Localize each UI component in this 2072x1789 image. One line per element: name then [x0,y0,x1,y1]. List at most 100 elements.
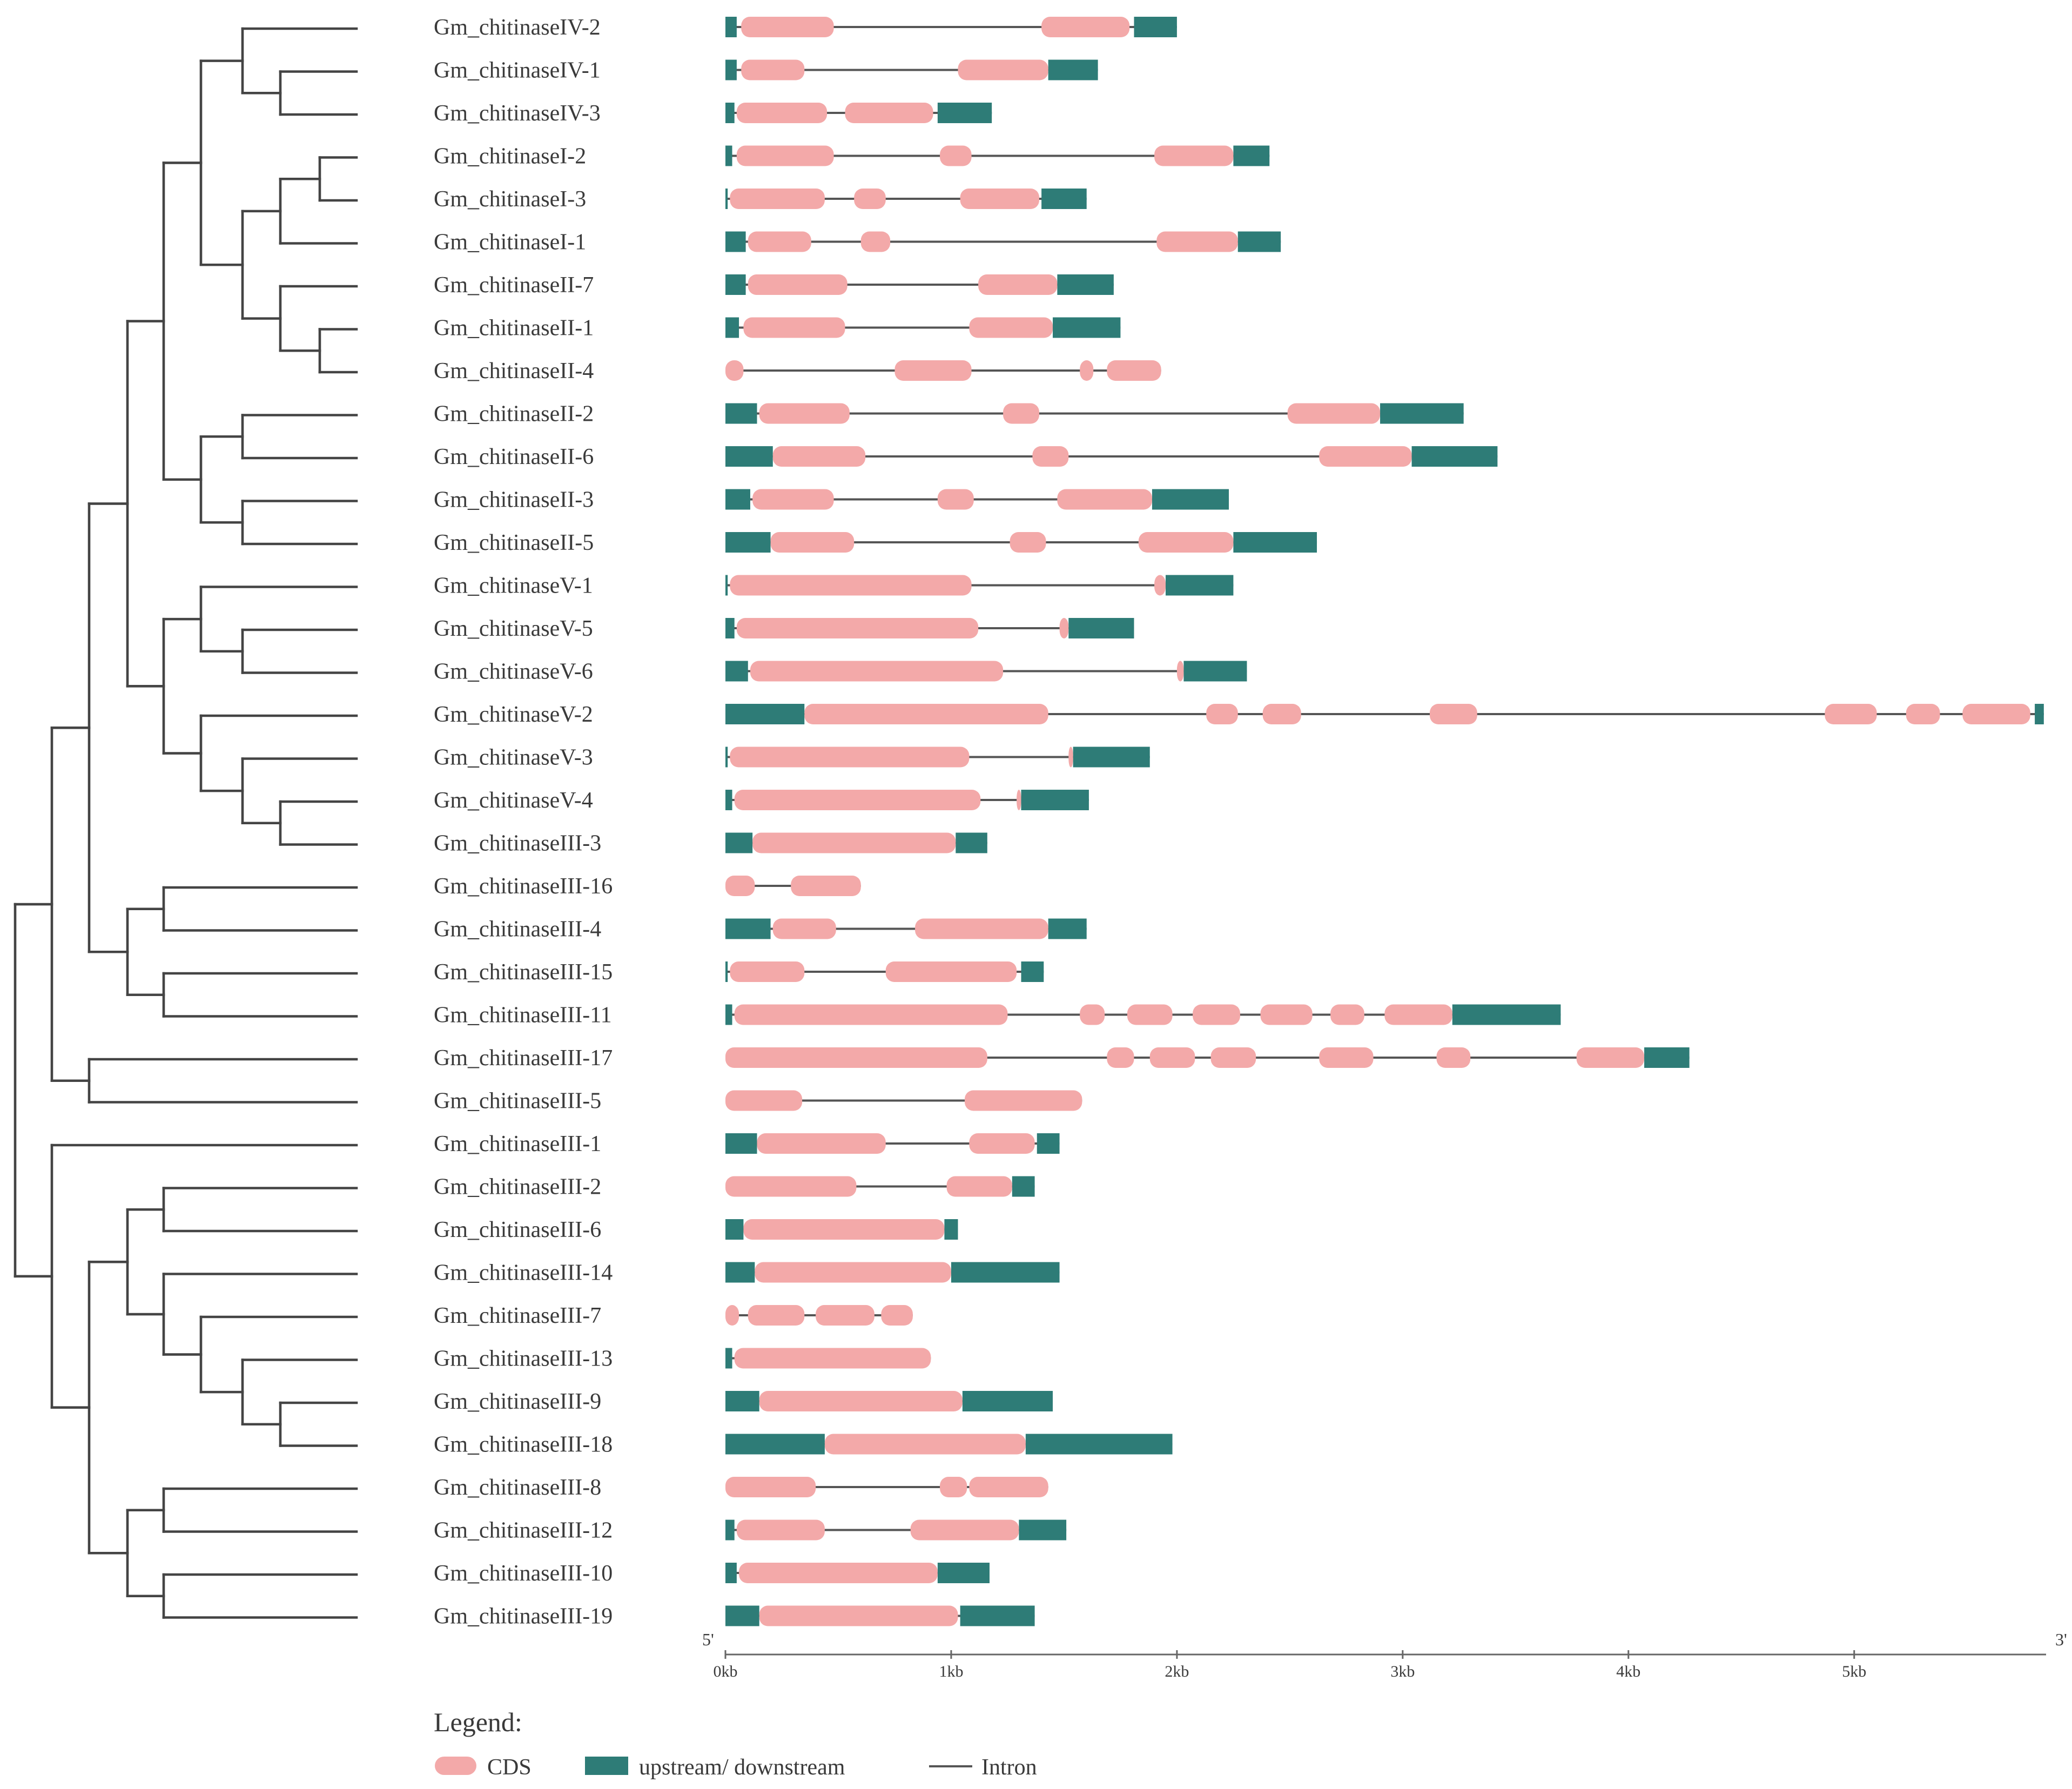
gene-label: Gm_chitinaseII-6 [434,445,594,469]
utr-block [725,1519,735,1541]
cds-block [770,532,855,553]
axis-3prime-label: 3' [2055,1630,2067,1649]
legend-utr-swatch [585,1757,628,1775]
gene-structure-row [725,790,1089,810]
cds-block [752,489,834,510]
cds-block [759,1391,963,1411]
cds-block [1057,489,1152,510]
gene-structure-row [725,317,1121,338]
cds-block [755,1262,951,1283]
legend-cds-label: CDS [487,1755,532,1780]
cds-block [816,1305,874,1326]
cds-block [915,918,1048,939]
gene-label: Gm_chitinaseII-7 [434,273,594,298]
utr-block [725,1391,759,1411]
utr-block [725,575,728,596]
cds-block [1017,790,1021,810]
cds-block [1010,532,1046,553]
cds-block [1156,231,1238,252]
cds-block [748,1305,805,1326]
cds-block [937,489,974,510]
gene-label: Gm_chitinaseIII-6 [434,1218,601,1242]
cds-block [969,1477,1048,1497]
gene-label: Gm_chitinaseI-2 [434,144,586,169]
cds-block [725,1305,739,1326]
cds-block [940,145,972,166]
cds-block [958,59,1048,80]
gene-label: Gm_chitinaseIII-19 [434,1604,613,1629]
gene-structure-row [725,59,1098,80]
gene-label: Gm_chitinaseIII-17 [434,1046,613,1071]
cds-block [1127,1004,1173,1025]
utr-block [725,231,746,252]
gene-structure-row [725,1176,1035,1197]
cds-block [748,274,847,295]
cds-block [1149,1047,1195,1068]
cds-block [791,876,861,896]
cds-block [1384,1004,1452,1025]
cds-block [804,704,1048,724]
utr-block [725,1605,759,1626]
gene-structure-row [725,231,1281,252]
utr-block [1048,59,1098,80]
axis-tick-label: 1kb [939,1663,963,1680]
utr-block [1380,403,1464,424]
utr-block [725,145,732,166]
utr-block [1134,17,1177,37]
gene-structure-row [725,17,1177,37]
gene-label: Gm_chitinaseV-5 [434,616,593,641]
legend-utr-label: upstream/ downstream [639,1755,845,1780]
utr-block [1048,918,1087,939]
gene-structure-row [725,1605,1035,1626]
utr-block [725,532,771,553]
cds-block [1436,1047,1471,1068]
utr-block [725,274,746,295]
utr-block [725,618,735,638]
cds-block [969,1133,1035,1154]
gene-label: Gm_chitinaseIII-9 [434,1389,601,1414]
cds-block [1319,1047,1374,1068]
gene-structure-row [725,1047,1690,1068]
utr-block [956,832,987,853]
gene-structure-row [725,661,1247,682]
cds-block [1193,1004,1240,1025]
cds-block [1906,704,1940,724]
cds-block [725,1176,857,1197]
gene-label: Gm_chitinaseV-4 [434,788,593,813]
cds-block [1319,446,1412,467]
utr-block [725,189,728,209]
gene-structure-row [725,618,1134,638]
utr-block [1068,618,1134,638]
gene-structure-row [725,746,1150,768]
axis-tick-label: 0kb [714,1663,738,1680]
cds-block [725,1477,816,1497]
utr-block [1057,274,1114,295]
utr-block [1237,231,1281,252]
gene-label: Gm_chitinaseIII-13 [434,1347,613,1371]
gene-structure-row [725,103,992,123]
cds-block [736,145,834,166]
cds-block [725,360,744,381]
cds-block [854,189,886,209]
axis-tick-label: 4kb [1616,1663,1640,1680]
cds-block [750,661,1004,682]
cds-block [1576,1047,1645,1068]
gene-structure-row [725,446,1498,467]
utr-block [725,1133,757,1154]
cds-block [748,231,811,252]
gene-label: Gm_chitinaseIV-2 [434,15,601,40]
utr-block [937,1563,990,1583]
cds-block [730,961,805,982]
cds-block [743,317,845,338]
utr-block [1411,446,1498,467]
gene-label: Gm_chitinaseII-2 [434,402,594,427]
cds-block [757,1133,886,1154]
utr-block [1041,189,1087,209]
gene-structure-row [725,1519,1067,1541]
cds-block [1080,360,1094,381]
gene-label: Gm_chitinaseI-3 [434,187,586,212]
utr-block [1019,1519,1067,1541]
cds-block [894,360,972,381]
gene-structure-row [725,876,861,896]
legend-title: Legend: [434,1707,522,1737]
